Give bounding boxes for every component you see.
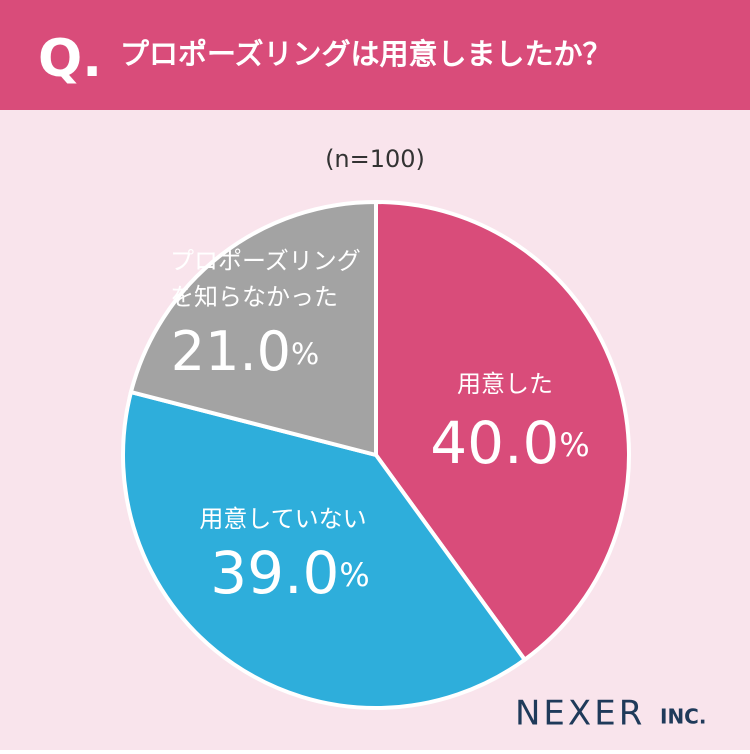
q-mark: Q. [38, 29, 102, 89]
slice-label: プロポーズリングを知らなかった [170, 247, 361, 311]
pie-slice [128, 199, 378, 458]
value-label: 39.0% [210, 539, 369, 607]
value-label: 40.0% [430, 409, 589, 477]
pie-slice [121, 389, 528, 710]
slice-label: 用意した [457, 370, 553, 398]
brand: NEXER [515, 694, 645, 734]
value-label: 21.0% [171, 320, 319, 383]
chart-title: プロポーズリングは用意しましたか？ [120, 37, 612, 71]
subtitle: (n=100) [325, 145, 425, 173]
slice-label: 用意していない [199, 505, 366, 533]
pie-slice [374, 199, 631, 663]
header-band [0, 0, 750, 110]
brand-suffix: INC. [660, 705, 706, 729]
